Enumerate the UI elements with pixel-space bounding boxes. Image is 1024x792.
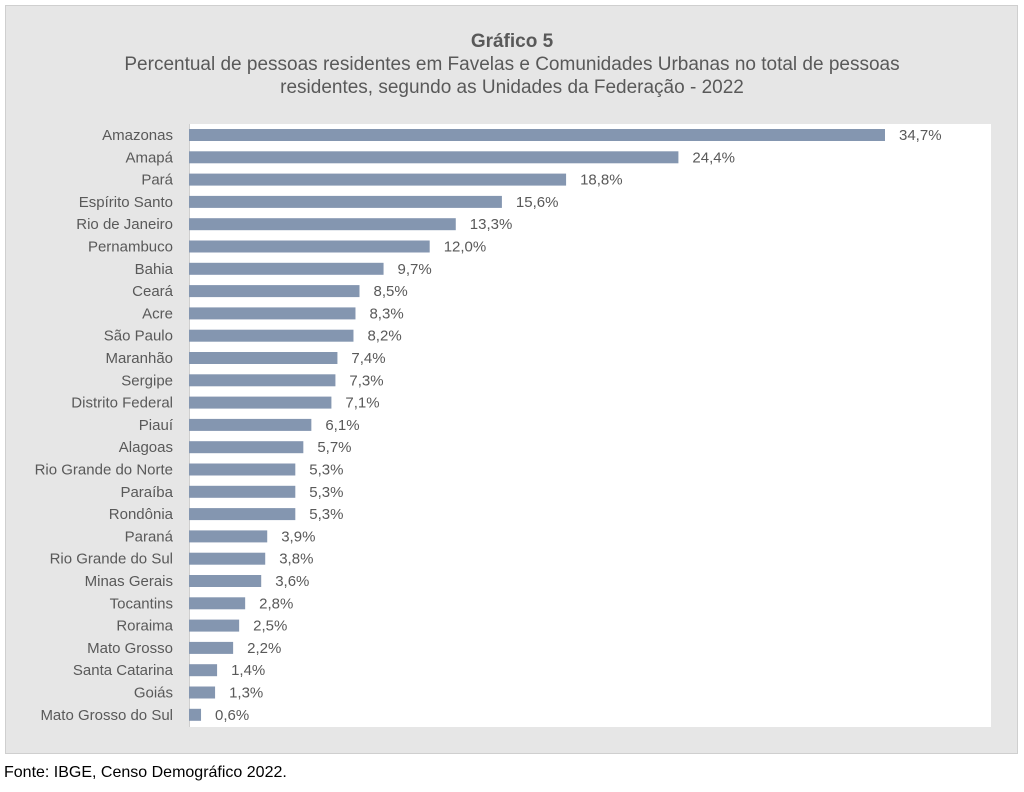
category-label: Pernambuco: [88, 239, 173, 256]
category-label: Espírito Santo: [79, 194, 173, 211]
bar: [189, 307, 356, 320]
category-label: Mato Grosso: [87, 640, 173, 657]
data-label: 8,3%: [369, 305, 403, 322]
data-label: 2,8%: [259, 595, 293, 612]
data-label: 2,5%: [253, 618, 287, 635]
category-label: Pará: [141, 172, 173, 189]
bar: [189, 329, 354, 342]
bar: [189, 686, 216, 699]
bar: [189, 619, 240, 632]
bar: [189, 575, 262, 587]
category-label: Rondônia: [109, 506, 174, 523]
bar: [189, 664, 218, 677]
category-label: Sergipe: [121, 372, 173, 389]
category-label: Paraná: [125, 528, 174, 545]
data-label: 5,7%: [317, 439, 351, 456]
category-label: Maranhão: [105, 350, 173, 367]
bar: [189, 374, 336, 387]
category-label: Roraima: [116, 618, 173, 635]
data-label: 7,3%: [349, 372, 383, 389]
category-label: Rio Grande do Norte: [35, 462, 173, 479]
bar: [189, 173, 567, 186]
bar: [189, 151, 679, 164]
category-label: Amazonas: [102, 127, 173, 144]
category-label: São Paulo: [104, 328, 173, 345]
category-label: Alagoas: [119, 439, 173, 456]
category-label: Rio de Janeiro: [76, 216, 173, 233]
bar: [189, 597, 246, 610]
bar: [189, 441, 304, 454]
data-label: 34,7%: [899, 127, 942, 144]
bar: [189, 262, 384, 275]
category-label: Paraíba: [120, 484, 173, 501]
bar: [189, 129, 885, 141]
data-label: 13,3%: [470, 216, 513, 233]
source-note: Fonte: IBGE, Censo Demográfico 2022.: [4, 764, 287, 781]
data-label: 7,4%: [351, 350, 385, 367]
chart-title: Gráfico 5: [470, 31, 554, 52]
category-label: Santa Catarina: [73, 662, 174, 679]
data-label: 8,5%: [373, 283, 407, 300]
category-label: Bahia: [135, 261, 174, 278]
bar: [189, 396, 332, 409]
category-label: Minas Gerais: [85, 573, 173, 590]
bar: [189, 195, 502, 208]
data-label: 3,8%: [279, 551, 313, 568]
data-label: 5,3%: [309, 506, 343, 523]
bar: [189, 240, 430, 253]
data-label: 1,4%: [231, 662, 265, 679]
data-label: 15,6%: [516, 194, 559, 211]
bar: [189, 708, 202, 721]
data-label: 0,6%: [215, 707, 249, 724]
category-label: Ceará: [132, 283, 174, 300]
data-label: 1,3%: [229, 685, 263, 702]
category-label: Piauí: [139, 417, 174, 434]
bar: [189, 285, 360, 298]
data-label: 9,7%: [398, 261, 432, 278]
category-label: Amapá: [125, 149, 173, 166]
bar: [189, 218, 456, 231]
chart-subtitle: Percentual de pessoas residentes em Fave…: [124, 54, 900, 98]
bar: [189, 552, 266, 565]
category-label: Acre: [142, 305, 173, 322]
data-label: 5,3%: [309, 484, 343, 501]
category-label: Tocantins: [110, 595, 173, 612]
bar: [189, 485, 296, 498]
data-label: 12,0%: [444, 239, 487, 256]
data-label: 6,1%: [325, 417, 359, 434]
category-label: Goiás: [134, 685, 173, 702]
data-label: 5,3%: [309, 462, 343, 479]
data-label: 3,9%: [281, 528, 315, 545]
category-label: Rio Grande do Sul: [50, 551, 173, 568]
data-label: 8,2%: [367, 328, 401, 345]
data-label: 24,4%: [692, 149, 735, 166]
data-label: 2,2%: [247, 640, 281, 657]
data-label: 18,8%: [580, 172, 623, 189]
data-label: 3,6%: [275, 573, 309, 590]
category-label: Mato Grosso do Sul: [40, 707, 173, 724]
chart-heading: Gráfico 5 Percentual de pessoas resident…: [0, 30, 1024, 99]
bar: [189, 352, 338, 364]
bar: [189, 463, 296, 476]
bar: [189, 641, 234, 654]
bar: [189, 418, 312, 431]
bar: [189, 508, 296, 521]
bar: [189, 530, 268, 543]
category-label: Distrito Federal: [71, 395, 173, 412]
data-label: 7,1%: [345, 395, 379, 412]
